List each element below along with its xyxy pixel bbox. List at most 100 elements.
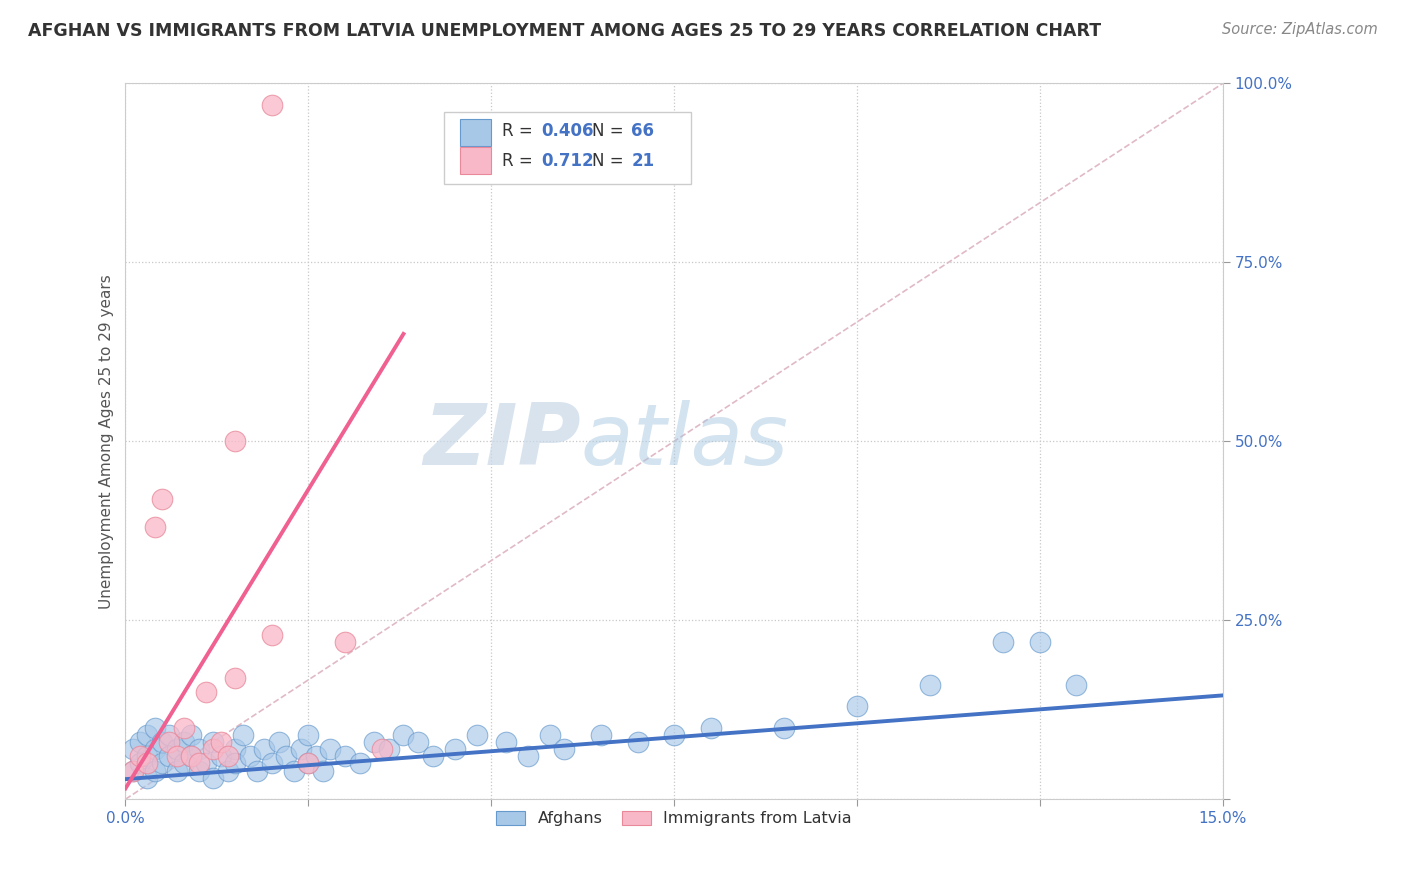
Point xyxy=(150,491,173,506)
Point xyxy=(260,756,283,771)
Point xyxy=(209,749,232,764)
Point xyxy=(217,764,239,778)
Point xyxy=(773,721,796,735)
Point xyxy=(173,721,195,735)
Point xyxy=(699,721,721,735)
Point xyxy=(993,634,1015,648)
Point xyxy=(150,735,173,749)
Text: N =: N = xyxy=(592,122,628,140)
Point xyxy=(495,735,517,749)
Point xyxy=(121,742,143,756)
Point xyxy=(136,728,159,742)
Point xyxy=(157,735,180,749)
Point xyxy=(378,742,401,756)
Point xyxy=(143,721,166,735)
Text: 66: 66 xyxy=(631,122,654,140)
Point xyxy=(143,520,166,534)
Point xyxy=(269,735,291,749)
Point xyxy=(121,764,143,778)
Point xyxy=(150,756,173,771)
Point xyxy=(297,728,319,742)
Point xyxy=(129,749,152,764)
Point xyxy=(173,735,195,749)
Point xyxy=(194,685,217,699)
Point xyxy=(180,749,202,764)
Point xyxy=(422,749,444,764)
Text: Source: ZipAtlas.com: Source: ZipAtlas.com xyxy=(1222,22,1378,37)
Point xyxy=(589,728,612,742)
Point xyxy=(297,756,319,771)
Point xyxy=(224,742,246,756)
FancyBboxPatch shape xyxy=(444,112,690,184)
Point xyxy=(239,749,262,764)
Point xyxy=(173,756,195,771)
Point xyxy=(443,742,465,756)
Point xyxy=(662,728,685,742)
Point xyxy=(224,756,246,771)
Text: 21: 21 xyxy=(631,153,654,170)
Point xyxy=(553,742,575,756)
Y-axis label: Unemployment Among Ages 25 to 29 years: Unemployment Among Ages 25 to 29 years xyxy=(100,274,114,608)
Text: AFGHAN VS IMMIGRANTS FROM LATVIA UNEMPLOYMENT AMONG AGES 25 TO 29 YEARS CORRELAT: AFGHAN VS IMMIGRANTS FROM LATVIA UNEMPLO… xyxy=(28,22,1101,40)
Point xyxy=(143,742,166,756)
Point xyxy=(246,764,269,778)
Point xyxy=(1029,634,1052,648)
Text: 0.712: 0.712 xyxy=(541,153,593,170)
Point xyxy=(231,728,253,742)
Text: ZIP: ZIP xyxy=(423,400,581,483)
Point xyxy=(180,749,202,764)
Point xyxy=(253,742,276,756)
Point xyxy=(194,756,217,771)
Text: R =: R = xyxy=(502,153,538,170)
Point xyxy=(129,756,152,771)
Point xyxy=(276,749,298,764)
Point xyxy=(363,735,385,749)
Point xyxy=(333,634,356,648)
Point xyxy=(312,764,335,778)
Point xyxy=(136,756,159,771)
Text: N =: N = xyxy=(592,153,628,170)
Point xyxy=(187,764,209,778)
Point xyxy=(1066,678,1088,692)
Point xyxy=(166,742,188,756)
Point xyxy=(224,434,246,449)
Text: R =: R = xyxy=(502,122,538,140)
Bar xyxy=(460,119,491,145)
Point xyxy=(121,764,143,778)
Point xyxy=(209,735,232,749)
Point xyxy=(202,735,225,749)
Point xyxy=(166,749,188,764)
Bar xyxy=(460,147,491,174)
Point xyxy=(136,771,159,785)
Legend: Afghans, Immigrants from Latvia: Afghans, Immigrants from Latvia xyxy=(488,803,860,834)
Point xyxy=(305,749,328,764)
Point xyxy=(319,742,342,756)
Point xyxy=(187,742,209,756)
Point xyxy=(202,742,225,756)
Point xyxy=(370,742,392,756)
Point xyxy=(260,98,283,112)
Point xyxy=(349,756,371,771)
Point xyxy=(157,728,180,742)
Point xyxy=(217,749,239,764)
Point xyxy=(297,756,319,771)
Point xyxy=(224,671,246,685)
Point xyxy=(333,749,356,764)
Text: 0.406: 0.406 xyxy=(541,122,593,140)
Point xyxy=(143,764,166,778)
Point xyxy=(129,735,152,749)
Point xyxy=(290,742,312,756)
Point xyxy=(516,749,538,764)
Point xyxy=(406,735,429,749)
Point xyxy=(392,728,415,742)
Point xyxy=(465,728,488,742)
Point xyxy=(626,735,648,749)
Point xyxy=(166,764,188,778)
Point xyxy=(157,749,180,764)
Point xyxy=(187,756,209,771)
Point xyxy=(283,764,305,778)
Point xyxy=(846,699,869,714)
Point xyxy=(202,771,225,785)
Text: atlas: atlas xyxy=(581,400,789,483)
Point xyxy=(538,728,561,742)
